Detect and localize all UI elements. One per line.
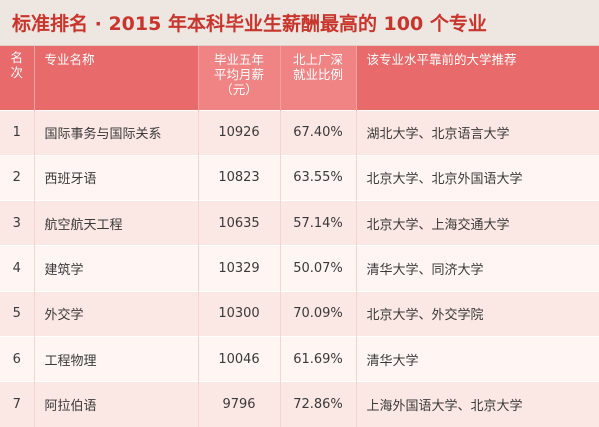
rank-cell: 4 [0,245,34,292]
universities-cell: 上海外国语大学、北京大学 [355,381,599,427]
header-universities: 该专业水平靠前的大学推荐 [355,46,599,110]
universities-cell: 北京大学、北京外国语大学 [355,154,599,201]
salary-cell: 10329 [197,245,280,292]
rank-cell: 7 [0,381,34,427]
header-major-label: 专业名称 [44,52,95,67]
rank-cell: 1 [0,109,34,156]
salary-cell: 10823 [197,154,280,201]
major-cell: 航空航天工程 [33,200,198,246]
page-title: 标准排名 · 2015 年本科毕业生薪酬最高的 100 个专业 [12,13,487,35]
header-salary-line1: 毕业五年 [213,52,264,67]
ratio-cell: 67.40% [279,109,356,156]
rank-cell: 6 [0,335,34,382]
header-salary-line3: （元） [220,82,258,97]
table-row: 7 阿拉伯语 9796 72.86% 上海外国语大学、北京大学 [0,381,599,427]
ratio-cell: 72.86% [279,381,356,427]
ratio-cell: 50.07% [279,245,356,292]
table-row: 4 建筑学 10329 50.07% 清华大学、同济大学 [0,245,599,292]
rank-cell: 5 [0,290,34,337]
major-cell: 阿拉伯语 [33,381,198,427]
universities-cell: 湖北大学、北京语言大学 [355,109,599,156]
header-rank-line2: 次 [10,65,23,80]
ranking-table: 名 次 专业名称 毕业五年 平均月薪 （元） 北上广深 就业比例 该专业水平靠前… [0,46,599,427]
universities-cell: 北京大学、外交学院 [355,290,599,337]
rank-cell: 3 [0,200,34,246]
title-bar: 标准排名 · 2015 年本科毕业生薪酬最高的 100 个专业 [0,0,599,46]
header-universities-label: 该专业水平靠前的大学推荐 [366,52,517,67]
ratio-cell: 70.09% [279,290,356,337]
header-ratio-line1: 北上广深 [292,52,343,67]
major-cell: 国际事务与国际关系 [33,109,198,156]
major-cell: 西班牙语 [33,154,198,201]
salary-cell: 9796 [197,381,280,427]
header-salary: 毕业五年 平均月薪 （元） [197,46,280,110]
header-major: 专业名称 [33,46,198,110]
table-row: 3 航空航天工程 10635 57.14% 北京大学、上海交通大学 [0,200,599,246]
salary-cell: 10926 [197,109,280,156]
header-rank-line1: 名 [10,50,23,65]
table-header-row: 名 次 专业名称 毕业五年 平均月薪 （元） 北上广深 就业比例 该专业水平靠前… [0,46,599,110]
ratio-cell: 57.14% [279,200,356,246]
ratio-cell: 61.69% [279,335,356,382]
salary-cell: 10046 [197,335,280,382]
header-salary-line2: 平均月薪 [213,67,264,82]
salary-cell: 10300 [197,290,280,337]
major-cell: 外交学 [33,290,198,337]
ratio-cell: 63.55% [279,154,356,201]
major-cell: 工程物理 [33,335,198,382]
universities-cell: 清华大学、同济大学 [355,245,599,292]
header-ratio: 北上广深 就业比例 [279,46,356,110]
salary-cell: 10635 [197,200,280,246]
table-row: 1 国际事务与国际关系 10926 67.40% 湖北大学、北京语言大学 [0,109,599,156]
universities-cell: 北京大学、上海交通大学 [355,200,599,246]
header-rank: 名 次 [0,46,34,110]
header-ratio-line2: 就业比例 [292,67,343,82]
major-cell: 建筑学 [33,245,198,292]
universities-cell: 清华大学 [355,335,599,382]
table-row: 5 外交学 10300 70.09% 北京大学、外交学院 [0,290,599,337]
table-row: 6 工程物理 10046 61.69% 清华大学 [0,335,599,382]
table-row: 2 西班牙语 10823 63.55% 北京大学、北京外国语大学 [0,154,599,201]
rank-cell: 2 [0,154,34,201]
